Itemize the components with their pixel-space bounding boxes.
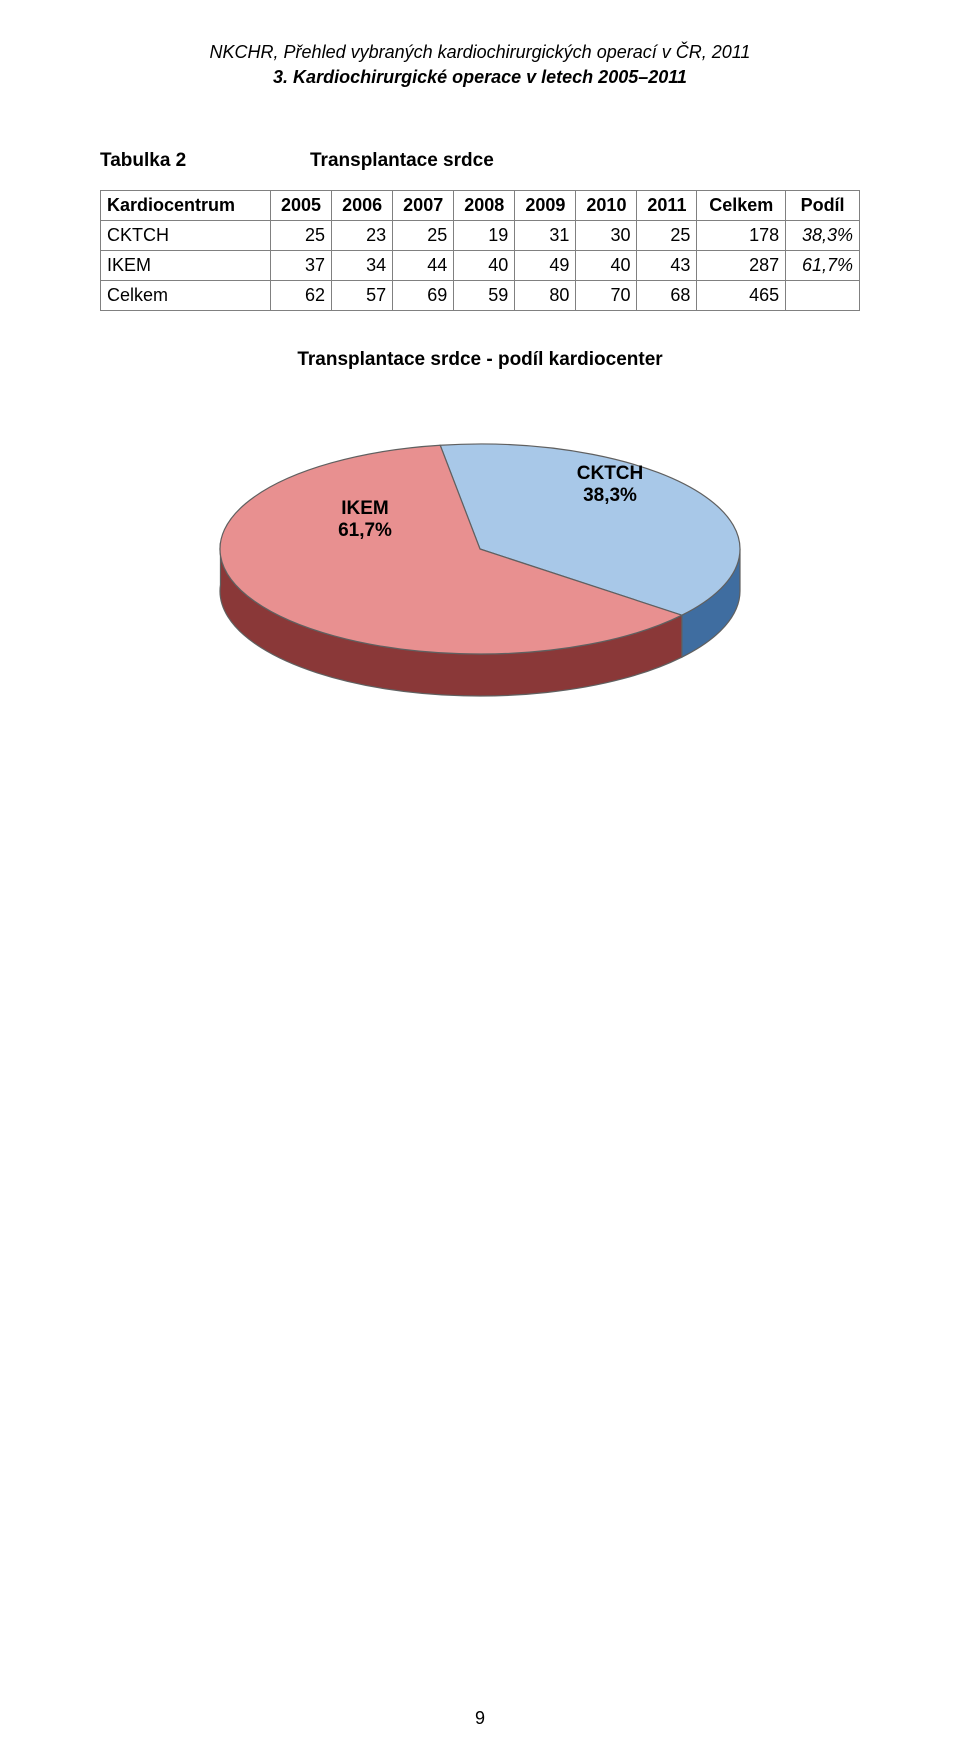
- table-cell: 62: [271, 281, 332, 311]
- col-2007: 2007: [393, 191, 454, 221]
- col-2009: 2009: [515, 191, 576, 221]
- pie-label-name: IKEM: [341, 498, 389, 519]
- page: NKCHR, Přehled vybraných kardiochirurgic…: [0, 0, 960, 1759]
- pie-label-value: 38,3%: [583, 485, 637, 506]
- page-header: NKCHR, Přehled vybraných kardiochirurgic…: [100, 40, 860, 90]
- col-kardiocentrum: Kardiocentrum: [101, 191, 271, 221]
- table-cell: 37: [271, 251, 332, 281]
- table-cell: 25: [393, 221, 454, 251]
- table-heading-row: Tabulka 2 Transplantace srdce: [100, 150, 860, 172]
- table-cell: 40: [454, 251, 515, 281]
- table-cell: 69: [393, 281, 454, 311]
- table-cell: 49: [515, 251, 576, 281]
- table-row: IKEM3734444049404328761,7%: [101, 251, 860, 281]
- table-cell: 80: [515, 281, 576, 311]
- table-cell: 178: [697, 221, 786, 251]
- row-name: CKTCH: [101, 221, 271, 251]
- table-cell-podil: [786, 281, 860, 311]
- table-cell-podil: 61,7%: [786, 251, 860, 281]
- table-cell: 68: [637, 281, 697, 311]
- table-cell: 59: [454, 281, 515, 311]
- col-2011: 2011: [637, 191, 697, 221]
- row-name: Celkem: [101, 281, 271, 311]
- table-cell: 31: [515, 221, 576, 251]
- table-cell: 19: [454, 221, 515, 251]
- table-cell: 30: [576, 221, 637, 251]
- table-row: Celkem62576959807068465: [101, 281, 860, 311]
- table-cell: 57: [332, 281, 393, 311]
- col-2010: 2010: [576, 191, 637, 221]
- header-line-2: 3. Kardiochirurgické operace v letech 20…: [100, 65, 860, 90]
- col-2005: 2005: [271, 191, 332, 221]
- pie-label-value: 61,7%: [338, 520, 392, 541]
- pie-chart: CKTCH38,3% IKEM61,7%: [160, 399, 800, 739]
- row-name: IKEM: [101, 251, 271, 281]
- table-number: Tabulka 2: [100, 150, 310, 172]
- table-header-row: Kardiocentrum 2005 2006 2007 2008 2009 2…: [101, 191, 860, 221]
- table-row: CKTCH2523251931302517838,3%: [101, 221, 860, 251]
- table-cell: 465: [697, 281, 786, 311]
- header-line-1: NKCHR, Přehled vybraných kardiochirurgic…: [100, 40, 860, 65]
- table-cell: 70: [576, 281, 637, 311]
- col-celkem: Celkem: [697, 191, 786, 221]
- col-podil: Podíl: [786, 191, 860, 221]
- table-title: Transplantace srdce: [310, 150, 494, 172]
- table-cell: 25: [271, 221, 332, 251]
- col-2008: 2008: [454, 191, 515, 221]
- pie-chart-container: CKTCH38,3% IKEM61,7%: [100, 399, 860, 739]
- table-cell: 34: [332, 251, 393, 281]
- page-number: 9: [0, 1708, 960, 1729]
- table-cell: 43: [637, 251, 697, 281]
- table-cell: 287: [697, 251, 786, 281]
- pie-label-name: CKTCH: [577, 463, 644, 484]
- table-cell: 40: [576, 251, 637, 281]
- col-2006: 2006: [332, 191, 393, 221]
- data-table: Kardiocentrum 2005 2006 2007 2008 2009 2…: [100, 190, 860, 311]
- table-cell-podil: 38,3%: [786, 221, 860, 251]
- table-cell: 44: [393, 251, 454, 281]
- chart-title: Transplantace srdce - podíl kardiocenter: [100, 349, 860, 371]
- table-cell: 23: [332, 221, 393, 251]
- table-cell: 25: [637, 221, 697, 251]
